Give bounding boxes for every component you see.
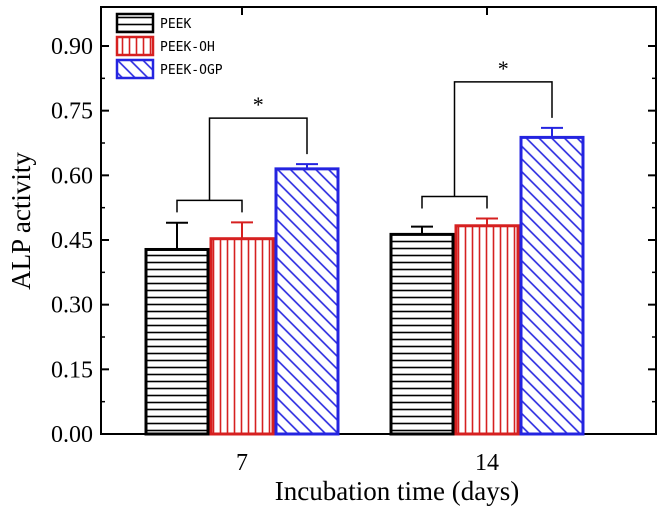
y-tick-label: 0.30 [51,293,93,319]
y-tick-label: 0.15 [51,357,93,383]
y-tick-label: 0.90 [51,34,93,60]
y-tick-label: 0.00 [51,422,93,448]
significance-star: * [498,56,509,81]
significance-brackets: ** [176,56,553,213]
upper-bracket [208,117,308,201]
plot-frame [100,6,657,435]
y-axis-title: ALP activity [6,152,36,290]
bars-group [144,126,585,436]
legend-swatch-peek-ogp [115,58,155,80]
x-axis-title: Incubation time (days) [275,476,519,506]
bar-peek-oh-day-7 [209,237,275,436]
lower-bracket [421,195,488,209]
legend-swatch-peek-oh [115,35,155,57]
bar-peek-day-14 [389,232,455,436]
legend-label-peek-ogp: PEEK-OGP [160,63,223,78]
legend: PEEK PEEK-OH PEEK-OGP [115,12,223,80]
bar-peek-ogp-day-7 [274,167,340,436]
legend-swatch-peek [115,12,155,34]
bar-peek-oh-day-14 [454,224,520,436]
y-axis: 0.00 0.15 0.30 0.45 0.60 0.75 0.90 [51,34,656,448]
upper-bracket [453,81,553,197]
x-tick-label: 7 [236,450,248,476]
bar-peek-ogp-day-14 [519,135,585,436]
significance-star: * [253,92,264,117]
y-tick-label: 0.60 [51,163,93,189]
legend-label-peek: PEEK [160,17,191,32]
bar-peek-day-7 [144,247,210,436]
y-tick-label: 0.45 [51,228,93,254]
y-tick-label: 0.75 [51,99,93,125]
x-tick-label: 14 [475,450,499,476]
lower-bracket [176,199,243,213]
legend-label-peek-oh: PEEK-OH [160,40,215,55]
x-axis: 7 14 [236,7,499,476]
